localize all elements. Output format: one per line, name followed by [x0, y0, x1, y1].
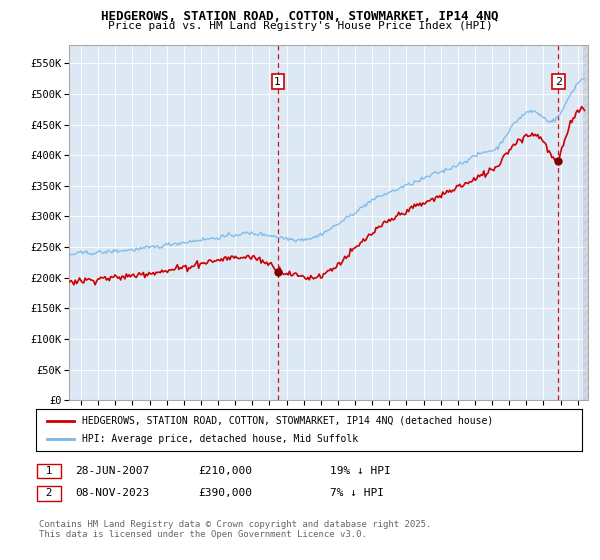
Text: HEDGEROWS, STATION ROAD, COTTON, STOWMARKET, IP14 4NQ: HEDGEROWS, STATION ROAD, COTTON, STOWMAR… [101, 10, 499, 23]
Text: HPI: Average price, detached house, Mid Suffolk: HPI: Average price, detached house, Mid … [82, 434, 359, 444]
Text: HEDGEROWS, STATION ROAD, COTTON, STOWMARKET, IP14 4NQ (detached house): HEDGEROWS, STATION ROAD, COTTON, STOWMAR… [82, 416, 494, 426]
Text: 7% ↓ HPI: 7% ↓ HPI [330, 488, 384, 498]
Text: £390,000: £390,000 [198, 488, 252, 498]
Text: Contains HM Land Registry data © Crown copyright and database right 2025.
This d: Contains HM Land Registry data © Crown c… [39, 520, 431, 539]
Bar [583, 45, 589, 400]
Text: 08-NOV-2023: 08-NOV-2023 [75, 488, 149, 498]
Text: 19% ↓ HPI: 19% ↓ HPI [330, 466, 391, 476]
Text: 28-JUN-2007: 28-JUN-2007 [75, 466, 149, 476]
Text: 1: 1 [274, 77, 281, 87]
Text: Price paid vs. HM Land Registry's House Price Index (HPI): Price paid vs. HM Land Registry's House … [107, 21, 493, 31]
Text: 2: 2 [39, 488, 59, 498]
Text: 1: 1 [39, 466, 59, 476]
Text: £210,000: £210,000 [198, 466, 252, 476]
Text: 2: 2 [554, 77, 562, 87]
